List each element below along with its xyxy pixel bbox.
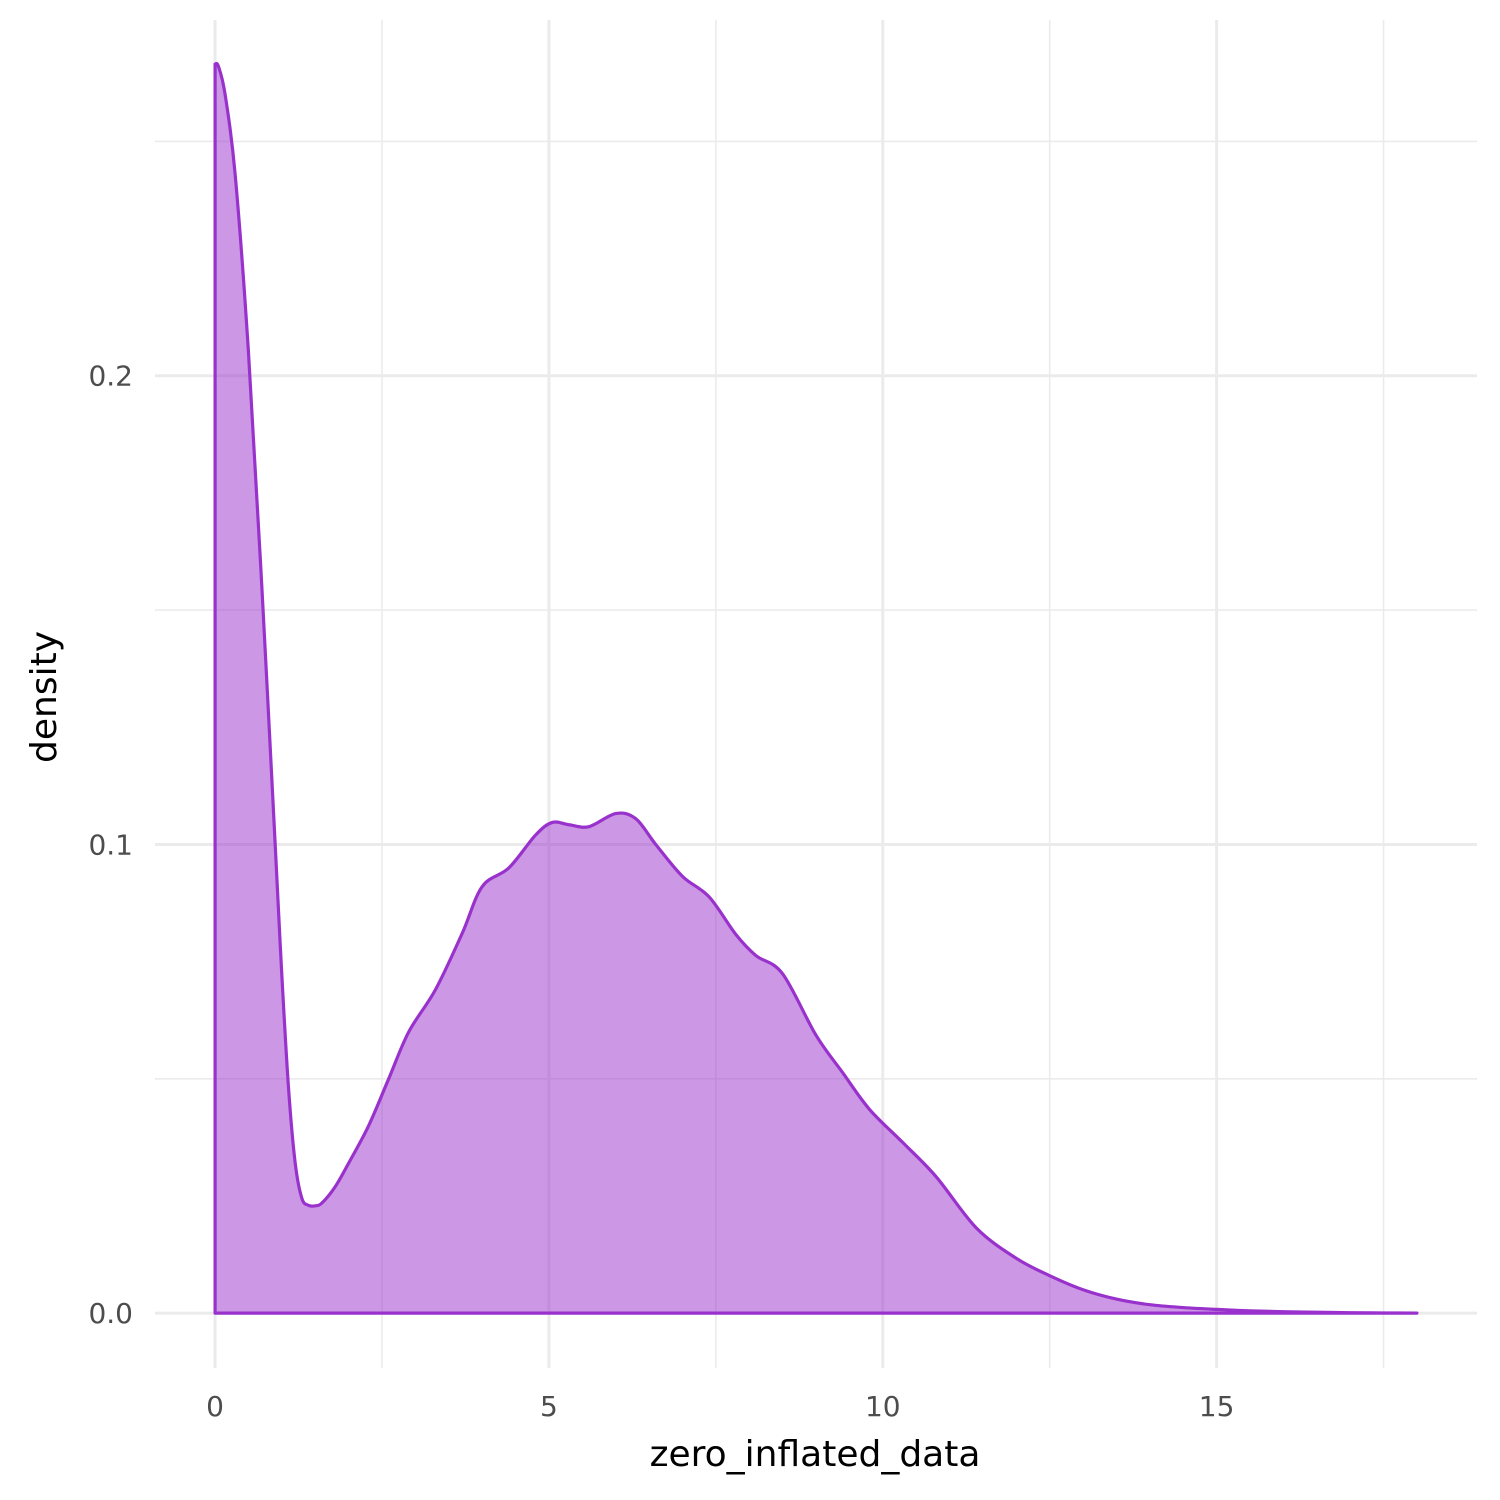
density-area bbox=[215, 63, 1417, 1314]
x-axis-title: zero_inflated_data bbox=[650, 1434, 981, 1475]
x-tick-label: 15 bbox=[1199, 1390, 1235, 1423]
y-tick-label: 0.1 bbox=[88, 828, 133, 861]
x-tick-label: 10 bbox=[865, 1390, 901, 1423]
x-tick-label: 5 bbox=[540, 1390, 558, 1423]
x-tick-label: 0 bbox=[206, 1390, 224, 1423]
y-axis-title: density bbox=[24, 631, 65, 763]
y-tick-label: 0.2 bbox=[88, 360, 133, 393]
density-line bbox=[213, 61, 1419, 1315]
tick-labels: 0 5 10 15 0.0 0.1 0.2 bbox=[88, 360, 1234, 1423]
plot-area bbox=[213, 61, 1419, 1315]
y-tick-label: 0.0 bbox=[88, 1297, 133, 1330]
